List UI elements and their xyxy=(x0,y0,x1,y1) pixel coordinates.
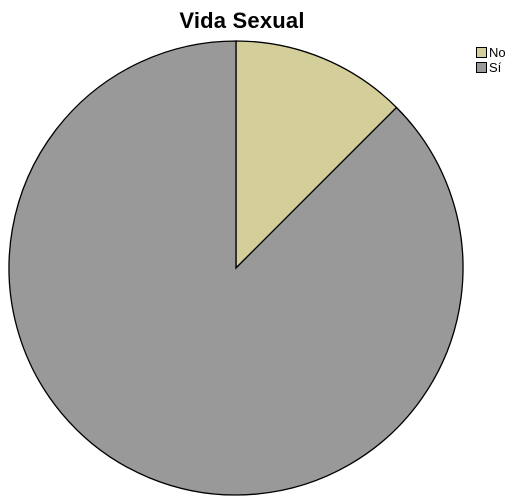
pie-slice-si xyxy=(8,40,464,496)
chart-legend: No Sí xyxy=(476,45,506,75)
legend-swatch-no xyxy=(476,47,487,58)
pie-slice-no xyxy=(235,40,398,270)
legend-item-no: No xyxy=(476,45,506,60)
legend-item-si: Sí xyxy=(476,60,506,75)
legend-label-no: No xyxy=(489,45,506,60)
chart-title: Vida Sexual xyxy=(179,8,305,33)
legend-swatch-si xyxy=(476,62,487,73)
legend-label-si: Sí xyxy=(489,60,502,75)
